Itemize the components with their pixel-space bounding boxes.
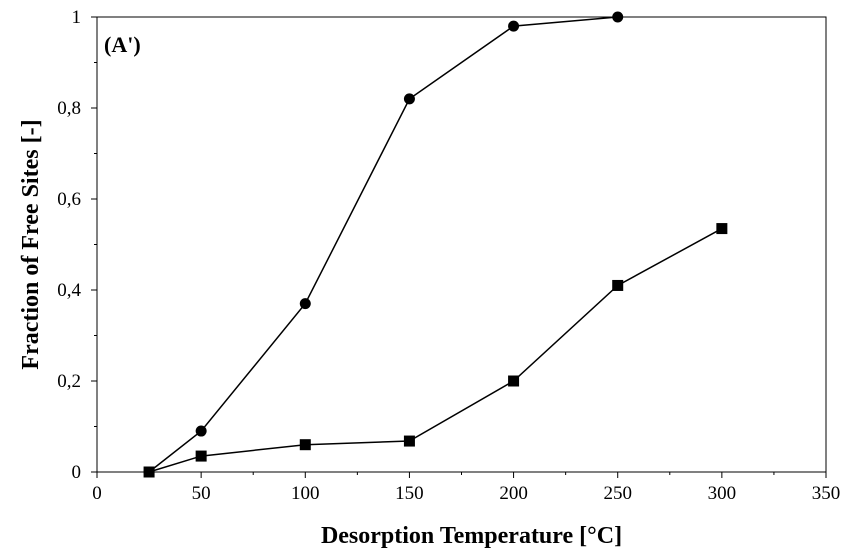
series-2-line	[148, 227, 723, 473]
data-point-square	[195, 450, 207, 462]
x-tick-label: 300	[708, 483, 737, 504]
data-point-circle	[299, 298, 311, 310]
y-tick-label: 1	[72, 7, 82, 28]
data-point-square	[299, 439, 311, 451]
y-tick-label: 0,6	[57, 189, 81, 210]
x-tick-label: 50	[192, 483, 211, 504]
panel-label: (A')	[104, 32, 141, 57]
data-point-square	[612, 279, 624, 291]
x-tick-label: 0	[92, 483, 102, 504]
x-tick-label: 100	[291, 483, 320, 504]
data-point-square	[403, 435, 415, 447]
x-tick-label: 350	[812, 483, 841, 504]
series-layer	[143, 11, 728, 478]
y-axis-title: Fraction of Free Sites [-]	[18, 119, 44, 369]
data-point-circle	[403, 93, 415, 105]
series-2	[143, 223, 728, 478]
y-tick-label: 0,4	[57, 280, 81, 301]
x-tick-label: 250	[603, 483, 632, 504]
x-tick-label: 200	[499, 483, 528, 504]
data-point-circle	[508, 20, 520, 32]
x-axis-title: Desorption Temperature [°C]	[321, 523, 622, 549]
data-point-square	[143, 466, 155, 478]
x-axis-ticks: 0 50 100 150 200 250 300 350	[92, 472, 840, 504]
y-tick-label: 0,2	[57, 371, 81, 392]
data-point-square	[508, 375, 520, 387]
series-1-line	[148, 16, 618, 473]
data-point-circle	[612, 11, 624, 23]
plot-area-frame	[96, 16, 827, 473]
data-point-circle	[195, 425, 207, 437]
y-axis-ticks: 0 0,2 0,4 0,6 0,8 1	[57, 7, 97, 483]
y-tick-label: 0	[72, 462, 82, 483]
x-tick-label: 150	[395, 483, 424, 504]
series-1	[143, 11, 624, 478]
y-tick-label: 0,8	[57, 98, 81, 119]
data-point-square	[716, 223, 728, 235]
